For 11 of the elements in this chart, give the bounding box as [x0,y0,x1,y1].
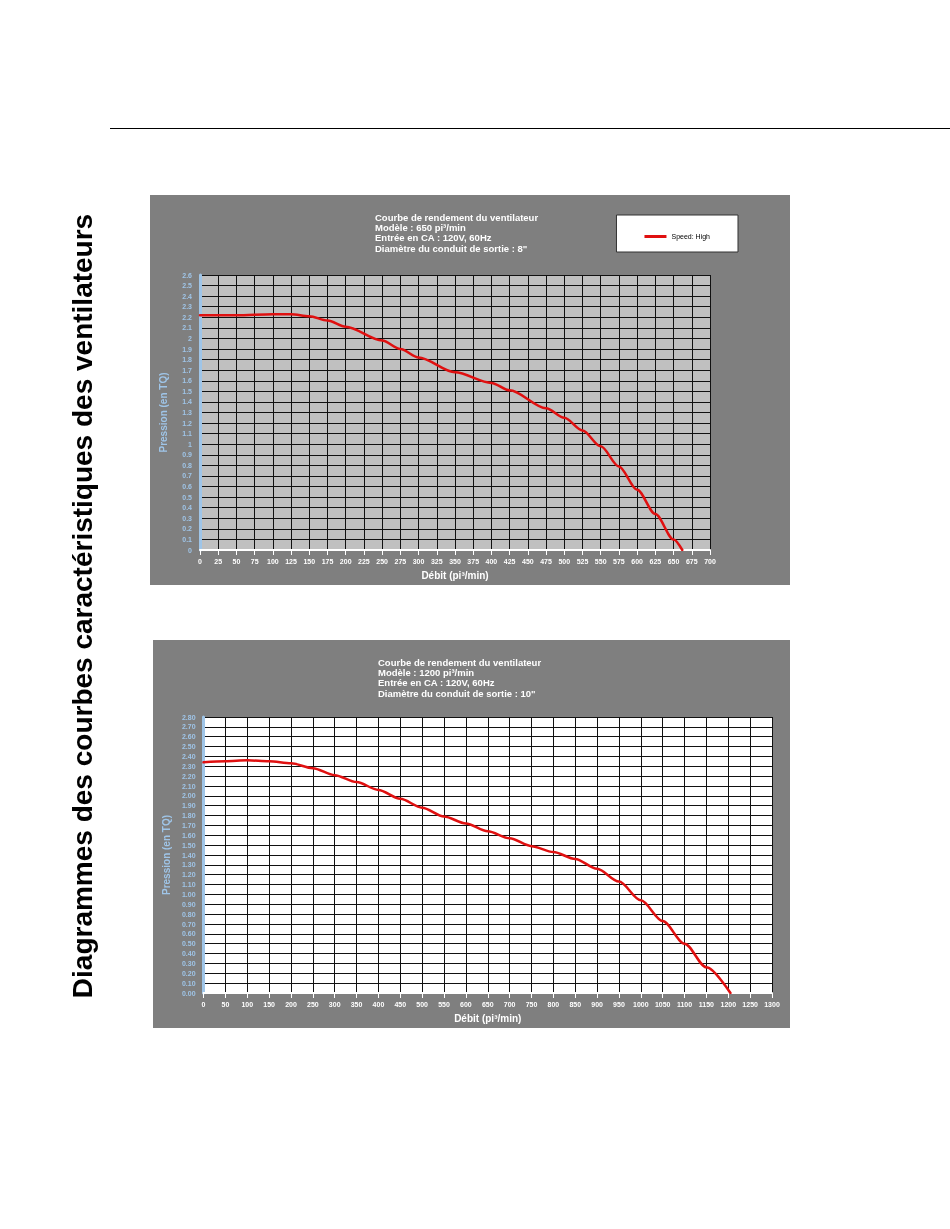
y-axis-title: Pression (en TQ) [157,372,169,453]
line-series [202,759,732,995]
chart-subtitle: Modèle : 650 pi³/min Entrée en CA : 120V, 60Hz Diamètre du conduit de sortie : 8" [375,221,528,254]
line-series [198,312,684,552]
x-axis-title: Débit (pi³/min) [454,1012,522,1024]
chart-title: Courbe de rendement du ventilateur [375,211,539,223]
chart-title: Courbe de rendement du ventilateur [378,656,542,668]
x-axis-title: Débit (pi³/min) [421,569,489,581]
text: Diagrammes des courbes caractéristiques des ventilateurs [67,212,99,1001]
chart-subtitle: Modèle : 1200 pi³/min Entrée en CA : 120V, 60Hz Diamètre du conduit de sortie : 10" [378,666,536,699]
y-axis-title: Pression (en TQ) [160,814,172,896]
